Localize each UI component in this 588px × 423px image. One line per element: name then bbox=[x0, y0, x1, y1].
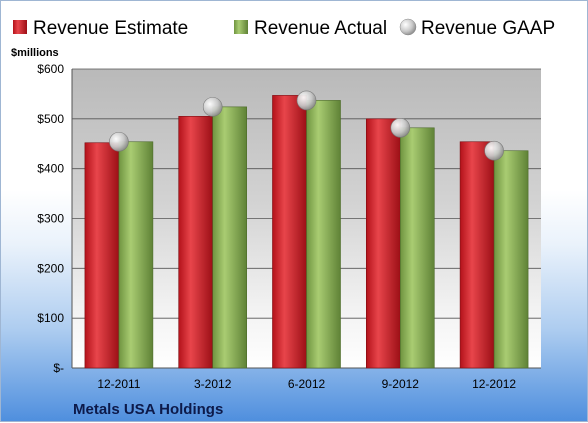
legend-label: Revenue GAAP bbox=[421, 18, 555, 39]
bar-revenue-actual bbox=[493, 150, 529, 369]
bar-revenue-actual bbox=[212, 106, 247, 369]
y-tick-label: $- bbox=[53, 361, 64, 375]
x-tick-label: 12-2012 bbox=[472, 377, 516, 391]
y-tick-label: $100 bbox=[37, 311, 64, 325]
bar-revenue-actual bbox=[306, 100, 341, 369]
marker-revenue-gaap bbox=[390, 118, 411, 138]
x-tick-label: 12-2011 bbox=[97, 377, 140, 391]
y-tick-label: $600 bbox=[37, 62, 64, 76]
legend-label: Revenue Estimate bbox=[33, 18, 188, 39]
bar-revenue-estimate bbox=[272, 95, 307, 369]
bar-revenue-estimate bbox=[459, 141, 495, 369]
legend-swatch bbox=[399, 18, 417, 36]
bar-revenue-actual bbox=[399, 127, 435, 369]
y-tick-label: $400 bbox=[37, 162, 64, 176]
marker-revenue-gaap bbox=[202, 97, 223, 117]
company-name: Metals USA Holdings bbox=[73, 401, 223, 418]
legend-label: Revenue Actual bbox=[254, 18, 387, 39]
y-unit-label: $millions bbox=[11, 47, 59, 59]
x-tick-label: 3-2012 bbox=[194, 377, 232, 391]
x-tick-label: 9-2012 bbox=[382, 377, 420, 391]
bar-revenue-estimate bbox=[365, 118, 401, 369]
legend-swatch bbox=[13, 20, 27, 34]
marker-revenue-gaap bbox=[484, 140, 504, 161]
legend-swatch bbox=[234, 20, 248, 34]
x-tick-label: 6-2012 bbox=[288, 377, 326, 391]
marker-revenue-gaap bbox=[296, 90, 317, 111]
y-tick-label: $300 bbox=[37, 212, 64, 226]
bar-revenue-actual bbox=[118, 141, 154, 369]
bar-revenue-estimate bbox=[84, 142, 120, 369]
y-tick-label: $200 bbox=[37, 261, 64, 275]
y-tick-label: $500 bbox=[37, 112, 64, 126]
marker-revenue-gaap bbox=[109, 131, 129, 152]
bar-revenue-estimate bbox=[178, 116, 213, 369]
